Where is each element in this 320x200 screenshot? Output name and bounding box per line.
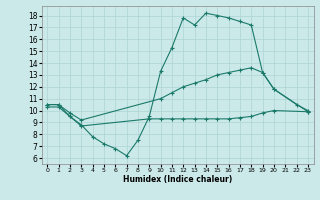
X-axis label: Humidex (Indice chaleur): Humidex (Indice chaleur) bbox=[123, 175, 232, 184]
